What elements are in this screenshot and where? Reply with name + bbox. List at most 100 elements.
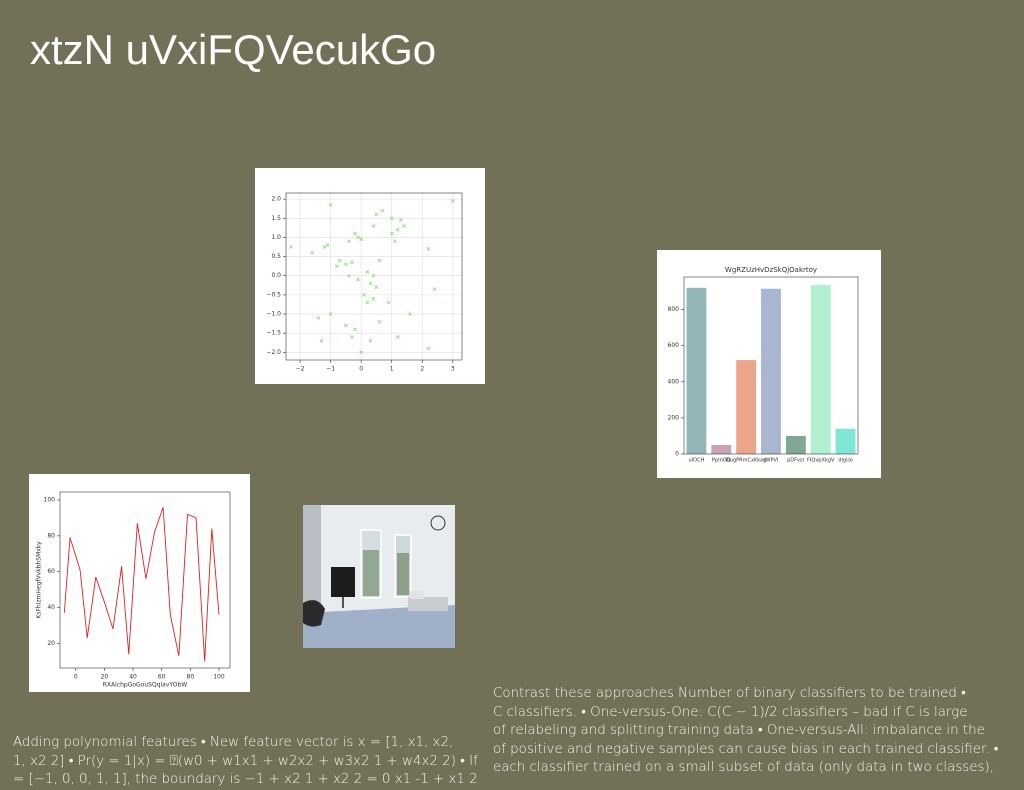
- x-tick-label: PpInOQ: [712, 458, 731, 464]
- point: [392, 239, 397, 244]
- point: [319, 338, 324, 343]
- y-tick-label: 0.5: [271, 253, 281, 260]
- point: [343, 262, 348, 267]
- text-line: each classifier trained on a small subse…: [493, 760, 994, 775]
- x-tick-label: −1: [326, 366, 335, 373]
- point: [432, 287, 437, 292]
- plot-frame: [683, 276, 859, 455]
- x-tick-label: 100: [213, 674, 225, 681]
- plot-frame: [59, 491, 231, 669]
- y-tick-label: 400: [668, 378, 680, 385]
- point: [377, 319, 382, 324]
- point: [359, 350, 364, 355]
- room-photo: [303, 505, 455, 648]
- text-line: C classifiers. • One-versus-One: C(C − 1…: [493, 704, 968, 720]
- point: [368, 338, 373, 343]
- x-tick-label: 2: [420, 366, 424, 373]
- x-tick-label: 0: [74, 674, 78, 681]
- body-text: Contrast these approaches Number of bina…: [493, 685, 998, 778]
- x-tick-label: uIOCH: [689, 458, 705, 464]
- y-tick-label: 60: [47, 568, 55, 575]
- bar: [711, 444, 732, 454]
- x-tick-label: 60: [158, 674, 166, 681]
- point: [328, 312, 333, 316]
- line-chart: 20 40 60 80 100 0 20 40 60 80 100 RXAlchpGoGouSQqla…: [29, 474, 250, 692]
- x-tick-label: 80: [187, 674, 195, 681]
- point: [450, 199, 455, 203]
- point: [377, 258, 382, 263]
- point: [347, 239, 351, 244]
- text-line: of positive and negative samples can cau…: [493, 741, 999, 757]
- point: [310, 250, 315, 255]
- point: [334, 264, 339, 269]
- chart-title: WgRZUzHvDzSkQjOakrtoy: [725, 266, 817, 274]
- bar-chart: WgRZUzHvDzSkQjOakrtoy 0 200 400 600 800 uIOCH P…: [657, 250, 881, 478]
- x-tick-label: DugPRmCxKkag: [726, 458, 766, 464]
- y-tick-label: −1.0: [266, 311, 281, 318]
- x-tick-label: 20: [101, 674, 109, 681]
- bar: [810, 285, 831, 454]
- point: [356, 277, 361, 282]
- slide-title: xtzN uVxiFQVecukGo: [30, 26, 437, 73]
- point: [426, 346, 431, 351]
- point: [395, 335, 400, 339]
- point: [368, 281, 373, 286]
- point: [288, 245, 293, 249]
- y-tick-label: 800: [668, 306, 680, 313]
- plot-frame: [285, 192, 463, 361]
- text-line: 1, x2 2] • Pr(y = 1|x) = ⍰(w0 + w1x1 + w…: [13, 753, 478, 769]
- bar: [686, 287, 707, 454]
- point: [337, 258, 342, 263]
- y-tick-label: 40: [47, 604, 55, 611]
- bar: [761, 288, 781, 454]
- y-tick-label: 100: [44, 497, 56, 504]
- y-tick-label: −0.5: [266, 291, 281, 298]
- text-line: Adding polynomial features • New feature…: [13, 735, 454, 750]
- point: [395, 227, 400, 232]
- y-tick-label: 20: [47, 640, 55, 647]
- y-tick-label: 0: [675, 451, 679, 458]
- point: [371, 296, 376, 301]
- point: [389, 216, 394, 221]
- text-line: = [−1, 0, 0, 1, 1], the boundary is −1 +…: [13, 772, 478, 787]
- point: [328, 202, 333, 207]
- bar: [785, 435, 806, 454]
- point: [350, 260, 354, 265]
- point: [325, 243, 330, 248]
- point: [371, 273, 376, 278]
- x-tick-label: dlgUo: [838, 458, 852, 464]
- x-tick-label: tWPVI: [764, 458, 779, 464]
- point: [402, 224, 406, 228]
- y-tick-label: 200: [668, 414, 680, 421]
- point: [380, 208, 385, 213]
- y-tick-label: 1.5: [271, 215, 281, 222]
- text-line: Contrast these approaches Number of bina…: [493, 686, 966, 701]
- point: [374, 285, 379, 290]
- point: [365, 300, 370, 305]
- point: [398, 218, 403, 223]
- point: [362, 292, 367, 297]
- body-text: Adding polynomial features • New feature…: [13, 734, 478, 790]
- point: [371, 224, 376, 228]
- y-tick-label: 2.0: [271, 196, 281, 203]
- point: [343, 323, 348, 328]
- bar: [835, 428, 856, 454]
- point: [359, 237, 364, 242]
- point: [374, 212, 379, 217]
- point: [353, 327, 357, 332]
- y-axis-label: KsFhIzmHegfVvkbhSMxky: [36, 541, 43, 619]
- x-tick-label: pDFvsr: [787, 458, 805, 464]
- point: [353, 231, 357, 236]
- x-tick-label: 1: [390, 366, 394, 373]
- point: [386, 300, 391, 305]
- y-tick-label: 80: [47, 532, 55, 539]
- x-tick-label: 40: [129, 674, 137, 681]
- x-tick-label: −2: [296, 366, 305, 373]
- point: [356, 235, 361, 240]
- point: [350, 335, 354, 339]
- line: [63, 507, 220, 662]
- point: [322, 245, 327, 249]
- point: [365, 269, 370, 274]
- point: [426, 247, 431, 251]
